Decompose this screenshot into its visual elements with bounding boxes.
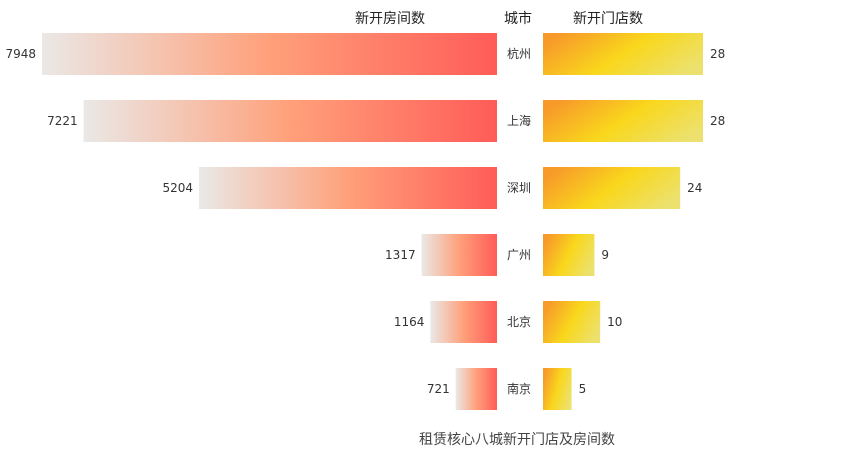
rooms-value-label: 1317 (385, 248, 416, 262)
stores-value-label: 28 (710, 114, 725, 128)
rooms-column-header: 新开房间数 (355, 11, 425, 27)
city-label: 广州 (507, 248, 531, 262)
rooms-bar (430, 301, 497, 343)
rooms-bar (199, 167, 497, 209)
rooms-bar (455, 368, 497, 410)
stores-value-label: 28 (710, 47, 725, 61)
stores-value-label: 24 (687, 181, 702, 195)
city-label: 北京 (507, 315, 531, 329)
stores-bar (543, 33, 703, 75)
stores-bar (543, 301, 601, 343)
stores-value-label: 10 (607, 315, 622, 329)
rooms-bar (42, 33, 497, 75)
stores-value-label: 5 (579, 382, 587, 396)
rooms-value-label: 7948 (5, 47, 36, 61)
rooms-bar (83, 100, 497, 142)
rooms-value-label: 5204 (163, 181, 194, 195)
city-label: 深圳 (507, 181, 531, 195)
city-column-header: 城市 (504, 11, 532, 27)
bars-group (42, 33, 703, 410)
stores-bar (543, 100, 703, 142)
city-label: 杭州 (507, 46, 531, 61)
city-label: 上海 (507, 113, 531, 128)
rooms-value-label: 1164 (394, 315, 425, 329)
labels-group: 7948 杭州 28 7221 上海 28 5204 深圳 24 1317 广州 9 1164 北京 10 7… (5, 46, 725, 396)
rooms-value-label: 721 (427, 382, 450, 396)
stores-bar (543, 234, 595, 276)
chart-title: 租赁核心八城新开门店及房间数 (419, 432, 615, 448)
stores-bar (543, 368, 572, 410)
stores-value-label: 9 (601, 248, 609, 262)
stores-column-header: 新开门店数 (573, 11, 643, 27)
city-label: 南京 (507, 381, 531, 396)
stores-bar (543, 167, 681, 209)
rooms-value-label: 7221 (47, 114, 78, 128)
rooms-bar (421, 234, 497, 276)
